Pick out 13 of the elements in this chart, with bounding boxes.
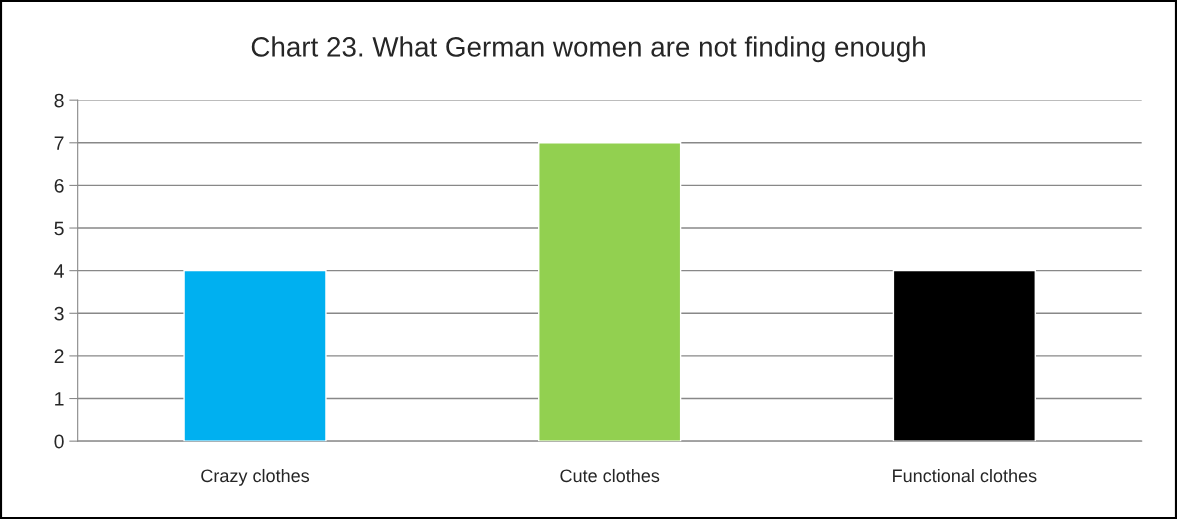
y-tick-label: 3 — [54, 306, 64, 321]
x-tick-label: Crazy clothes — [201, 468, 310, 486]
x-tick-label: Functional clothes — [893, 468, 1037, 483]
y-tick-label: 8 — [54, 93, 64, 108]
y-tick-label: 6 — [54, 178, 64, 193]
y-tick-label: 4 — [54, 264, 64, 278]
y-tick-label: 5 — [54, 221, 64, 236]
y-tick-label: 2 — [54, 349, 64, 363]
y-tick-label: 1 — [55, 392, 64, 406]
y-tick-label: 0 — [54, 434, 64, 449]
x-tick-label: Cute clothes — [560, 468, 660, 483]
y-tick-label: 7 — [54, 136, 64, 150]
chart-title: Chart 23. What German women are not finding enough — [251, 36, 925, 63]
